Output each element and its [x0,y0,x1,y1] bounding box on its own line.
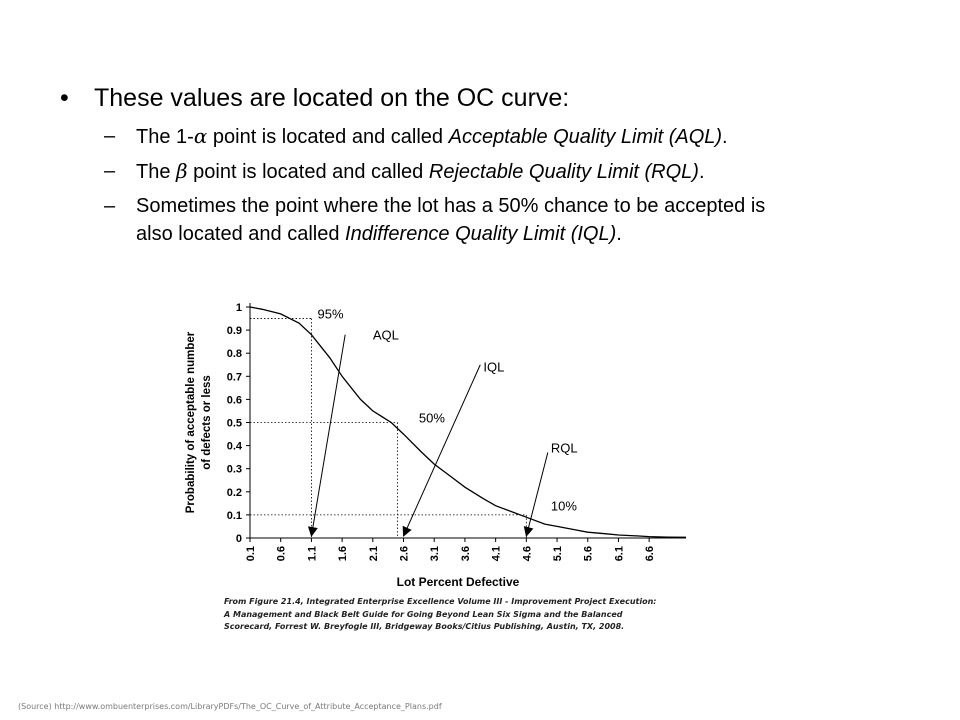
y-axis-label-line-1: Probability of acceptable number [185,331,197,513]
sub-bullet-line2-prefix: also located and called [136,223,346,245]
annotation-label: 10% [551,498,577,513]
x-tick-label: 2.1 [368,546,380,561]
bullet-dot: • [60,84,69,112]
bullet-list: • These values are located on the OC cur… [60,80,940,248]
y-tick-label: 0.1 [227,510,242,522]
sub-bullet-prefix: The 1- [136,126,194,148]
x-tick-label: 1.6 [337,546,349,561]
x-tick-label: 6.6 [644,546,656,561]
y-tick-label: 0.3 [227,464,242,476]
annotation-label: 50% [419,411,445,426]
caption-line-1: From Figure 21.4, Integrated Enterprise … [224,597,657,606]
sub-bullet-aql: – The 1-α point is located and called Ac… [60,122,940,151]
x-tick-label: 5.6 [583,546,595,561]
alpha-symbol: α [193,124,208,148]
x-tick-label: 0.6 [276,546,288,561]
annotation-label: 95% [318,307,344,322]
x-tick-label: 4.6 [521,546,533,561]
oc-curve-figure: 0 0.1 0.2 0.3 0.4 0.5 0.6 0.7 0.8 0.9 1 0.1 0.6 1.1 1.… [178,296,698,641]
aql-term: Acceptable Quality Limit (AQL) [448,126,723,148]
rql-term: Rejectable Quality Limit (RQL) [428,161,699,183]
y-tick-label: 0.6 [227,394,242,406]
y-tick-label: 0 [236,533,242,545]
iql-term: Indifference Quality Limit (IQL) [345,223,617,245]
x-tick-label: 3.1 [429,546,441,561]
sub-bullet-prefix: The [136,161,177,183]
oc-curve-chart: 00.10.20.30.40.50.60.70.80.910.1 0.6 1.1 1.… [185,302,687,589]
sub-bullet-rql: – The β point is located and called Reje… [60,157,940,186]
annotation-label: RQL [551,441,578,456]
y-tick-label: 0.8 [227,348,242,360]
y-tick-label: 0.7 [227,371,242,383]
sub-bullet-suffix: . [698,161,705,183]
sub-bullet-line1: Sometimes the point where the lot has a … [136,195,766,217]
x-tick-label: 6.1 [613,546,625,561]
sub-bullet-suffix: . [722,126,728,148]
annotation-label: IQL [483,360,504,375]
annotation-arrow [307,334,346,537]
x-tick-label: 4.1 [491,546,503,561]
annotation-arrow [523,452,549,537]
y-tick-label: 1 [236,302,242,314]
y-axis-label-line-2: of defects or less [201,375,213,470]
x-tick-label: 3.6 [460,546,472,561]
y-tick-label: 0.2 [227,487,242,499]
beta-symbol: β [176,159,188,183]
x-axis-label: Lot Percent Defective [397,575,520,589]
source-citation: (Source) http://www.ombuenterprises.com/… [18,702,442,711]
x-tick-label: 5.1 [552,546,564,561]
oc-curve-line [249,306,687,538]
main-bullet-text: These values are located on the OC curve… [94,84,570,112]
y-tick-label: 0.9 [227,325,242,337]
y-tick-label: 0.5 [227,418,242,430]
main-bullet: • These values are located on the OC cur… [60,80,940,116]
sub-bullet-suffix: . [616,223,622,245]
sub-bullet-dash: – [104,125,116,147]
x-tick-label: 1.1 [306,546,318,561]
sub-bullet-middle: point is located and called [207,126,449,148]
sub-bullet-iql: – Sometimes the point where the lot has … [60,192,940,248]
annotation-label: AQL [373,327,399,342]
sub-bullet-middle: point is located and called [187,161,429,183]
sub-bullet-dash: – [104,195,116,217]
sub-bullet-dash: – [104,160,116,182]
annotation-arrow [402,364,481,537]
x-tick-label: 0.1 [245,546,257,561]
x-tick-label: 2.6 [399,546,411,561]
caption-line-3: Scorecard, Forrest W. Breyfogle III, Bri… [224,622,625,631]
y-tick-label: 0.4 [227,441,243,453]
caption-line-2: A Management and Black Belt Guide for Go… [224,609,623,619]
figure-caption: From Figure 21.4, Integrated Enterprise … [224,596,694,634]
